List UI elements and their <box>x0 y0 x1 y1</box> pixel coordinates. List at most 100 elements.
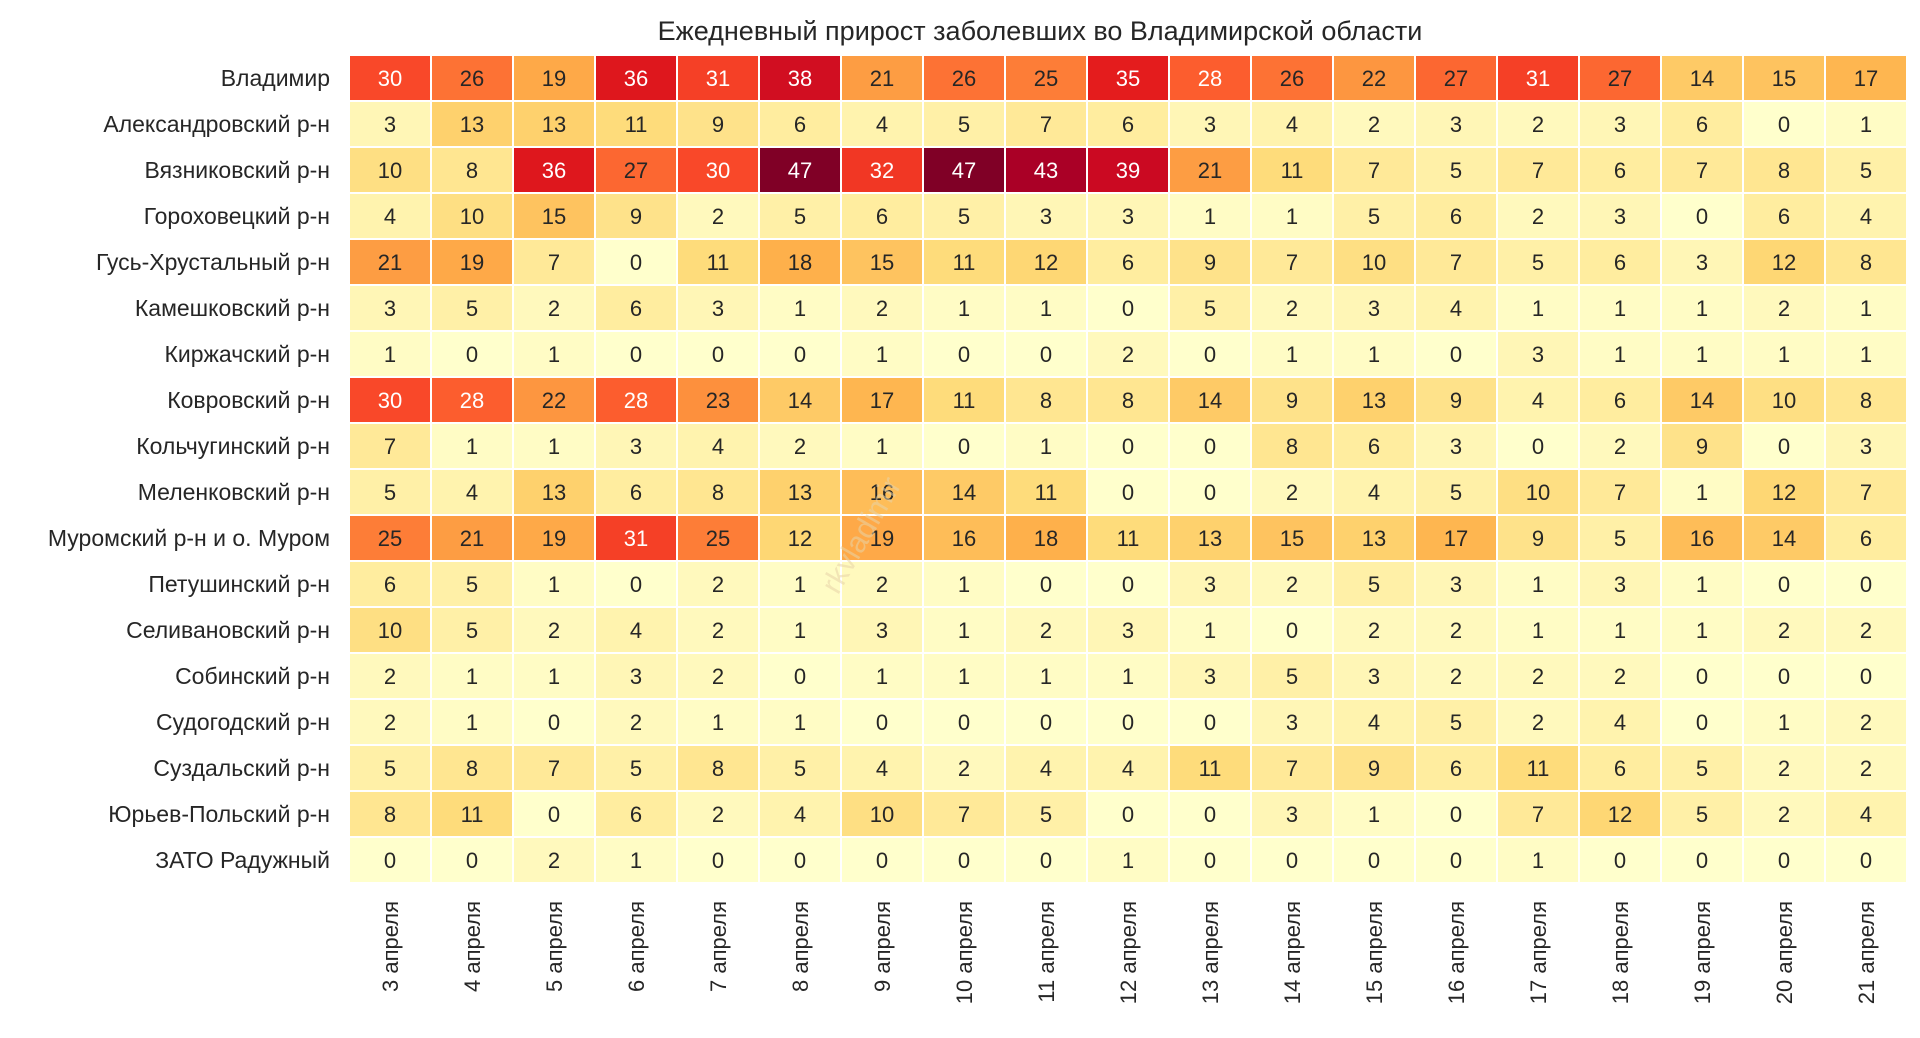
cell-value-label: 6 <box>1614 250 1626 275</box>
cell-value-label: 3 <box>1450 112 1462 137</box>
cell-value-label: 11 <box>1117 526 1140 551</box>
cell-value-label: 11 <box>953 388 976 413</box>
heatmap-cell <box>922 836 1006 884</box>
cell-value-label: 7 <box>1040 112 1052 137</box>
heatmap-cell <box>1086 192 1170 240</box>
cell-value-label: 1 <box>548 572 560 597</box>
cell-value-label: 0 <box>1286 618 1298 643</box>
column-label: 7 апреля <box>706 901 731 992</box>
row-label: Петушинский р-н <box>148 571 330 597</box>
cell-value-label: 8 <box>1860 388 1872 413</box>
cell-value-label: 12 <box>1034 250 1058 275</box>
cell-value-label: 22 <box>1362 66 1386 91</box>
cell-value-label: 3 <box>384 296 396 321</box>
heatmap-cell <box>1660 744 1744 792</box>
heatmap-cell <box>1168 652 1252 700</box>
heatmap-cell <box>348 54 432 102</box>
row-label: Кольчугинский р-н <box>136 433 330 459</box>
cell-value-label: 26 <box>460 66 484 91</box>
heatmap-cell <box>1578 606 1662 654</box>
cell-value-label: 5 <box>1204 296 1216 321</box>
cell-value-label: 4 <box>1040 756 1052 781</box>
cell-value-label: 0 <box>1696 848 1708 873</box>
heatmap-cell <box>1660 376 1744 424</box>
cell-value-label: 3 <box>1860 434 1872 459</box>
heatmap-cell <box>1660 192 1744 240</box>
cell-value-label: 1 <box>1696 572 1708 597</box>
cell-value-label: 2 <box>712 618 724 643</box>
cell-value-label: 7 <box>384 434 396 459</box>
cell-value-label: 9 <box>1532 526 1544 551</box>
cell-value-label: 0 <box>384 848 396 873</box>
cell-value-label: 13 <box>1362 526 1386 551</box>
column-labels: 3 апреля 4 апреля 5 апреля 6 апреля 7 апреля… <box>378 901 1879 1004</box>
column-label: 5 апреля <box>542 901 567 992</box>
heatmap-cell <box>1414 514 1498 562</box>
cell-value-label: 11 <box>1035 480 1058 505</box>
heatmap-cell <box>758 698 842 746</box>
cell-value-label: 13 <box>1198 526 1222 551</box>
column-label: 18 апреля <box>1608 901 1633 1004</box>
heatmap-cell <box>1496 238 1580 286</box>
cell-value-label: 4 <box>1614 710 1626 735</box>
cell-value-label: 1 <box>548 434 560 459</box>
cell-value-label: 26 <box>952 66 976 91</box>
cell-value-label: 2 <box>1860 756 1872 781</box>
cell-value-label: 26 <box>1280 66 1304 91</box>
heatmap-cell <box>348 284 432 332</box>
chart-title: Ежедневный прирост заболевших во Владими… <box>658 16 1423 46</box>
cell-value-label: 3 <box>1368 296 1380 321</box>
cell-value-label: 0 <box>958 848 970 873</box>
cell-value-label: 1 <box>958 664 970 689</box>
heatmap-cell <box>1086 652 1170 700</box>
cell-value-label: 19 <box>870 526 894 551</box>
cell-value-label: 1 <box>1204 618 1216 643</box>
cell-value-label: 5 <box>1532 250 1544 275</box>
row-label: Селивановский р-н <box>126 617 330 643</box>
cell-value-label: 0 <box>794 848 806 873</box>
heatmap-cell <box>1168 468 1252 516</box>
heatmap-cell <box>1250 836 1334 884</box>
cell-value-label: 0 <box>630 572 642 597</box>
cell-value-label: 8 <box>384 802 396 827</box>
cell-value-label: 0 <box>1778 112 1790 137</box>
cell-value-label: 19 <box>460 250 484 275</box>
cell-value-label: 27 <box>1608 66 1632 91</box>
cell-value-label: 1 <box>1614 618 1626 643</box>
column-label: 9 апреля <box>870 901 895 992</box>
cell-value-label: 0 <box>1778 434 1790 459</box>
cell-value-label: 4 <box>1860 802 1872 827</box>
heatmap-cell <box>1086 560 1170 608</box>
heatmap-cell <box>1004 376 1088 424</box>
heatmap-cell <box>1332 284 1416 332</box>
cell-value-label: 3 <box>1450 434 1462 459</box>
cell-value-label: 10 <box>378 158 402 183</box>
cell-value-label: 0 <box>1040 710 1052 735</box>
cell-value-label: 1 <box>1368 802 1380 827</box>
cell-value-label: 28 <box>624 388 648 413</box>
cell-value-label: 3 <box>1696 250 1708 275</box>
heatmap-cell <box>1086 100 1170 148</box>
cell-value-label: 1 <box>1778 710 1790 735</box>
cell-value-label: 0 <box>1040 572 1052 597</box>
cell-value-label: 16 <box>952 526 976 551</box>
cell-value-label: 0 <box>958 710 970 735</box>
cell-value-label: 2 <box>384 710 396 735</box>
cell-value-label: 6 <box>1614 158 1626 183</box>
heatmap-cell <box>840 284 924 332</box>
heatmap-cell <box>1250 54 1334 102</box>
cell-value-label: 0 <box>1532 434 1544 459</box>
cell-value-label: 0 <box>1614 848 1626 873</box>
heatmap-cell <box>1414 422 1498 470</box>
heatmap-cell <box>1824 238 1908 286</box>
cell-value-label: 13 <box>1362 388 1386 413</box>
cell-value-label: 3 <box>1204 112 1216 137</box>
row-label: Владимир <box>221 65 330 91</box>
heatmap-cell <box>348 652 432 700</box>
heatmap-cell <box>1742 100 1826 148</box>
cell-value-label: 2 <box>1450 664 1462 689</box>
heatmap-cell <box>594 100 678 148</box>
cell-value-label: 6 <box>1614 388 1626 413</box>
cell-value-label: 5 <box>1696 802 1708 827</box>
cell-value-label: 1 <box>958 572 970 597</box>
